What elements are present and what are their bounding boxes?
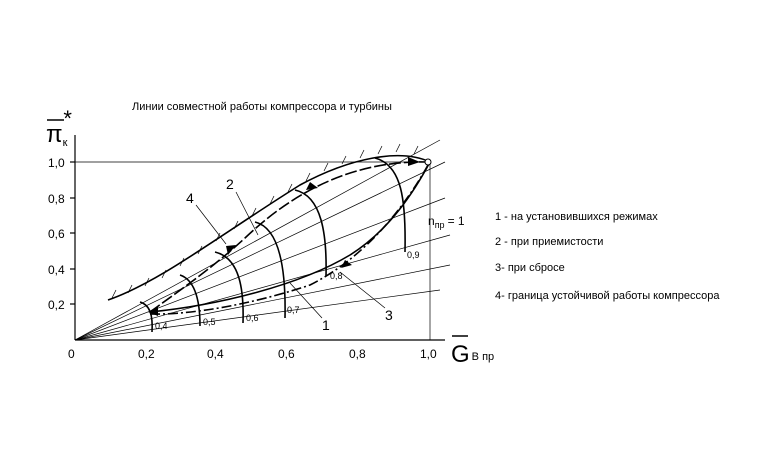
surge-line <box>107 154 431 301</box>
steady-line <box>149 161 431 313</box>
legend-item: 3- при сбросе <box>495 262 565 274</box>
legend-item: 1 - на установившихся режимах <box>495 211 658 223</box>
x-tick-label: 1,0 <box>420 347 437 361</box>
legend-item: 2 - при приемистости <box>495 236 603 248</box>
y-axis-title: πк* <box>46 106 72 149</box>
x-tick-label: 0,4 <box>207 347 224 361</box>
surge-hatching <box>111 143 419 299</box>
deceleration-line <box>149 164 429 315</box>
speed-label: 0,7 <box>287 305 300 315</box>
x-tick-label: 0,2 <box>138 347 155 361</box>
curve-label: 3 <box>385 307 393 323</box>
y-tick-label: 0,2 <box>48 298 65 312</box>
acceleration-line <box>149 161 429 313</box>
curve-label: 2 <box>226 176 234 192</box>
speed-label: 0,5 <box>203 317 216 327</box>
legend-item: 4- граница устойчивой работы компрессора <box>495 290 720 302</box>
operating-rays <box>74 139 451 341</box>
max-speed-label: nпр = 1 <box>428 214 465 230</box>
curve-label: 4 <box>186 190 194 206</box>
arrows <box>148 157 420 316</box>
speed-label: 0,8 <box>330 271 343 281</box>
y-tick-label: 0,6 <box>48 227 65 241</box>
leaders <box>195 191 386 319</box>
origin-label: 0 <box>68 347 75 361</box>
y-tick-label: 0,8 <box>48 192 65 206</box>
y-tick-label: 1,0 <box>48 156 65 170</box>
x-tick-label: 0,8 <box>349 347 366 361</box>
curve-label: 1 <box>322 317 330 333</box>
x-tick-label: 0,6 <box>278 347 295 361</box>
design-point <box>424 158 432 166</box>
title: Линии совместной работы компрессора и ту… <box>132 101 392 113</box>
y-ticks <box>70 161 75 305</box>
speed-label: 0,6 <box>246 313 259 323</box>
speed-lines <box>139 157 406 333</box>
y-tick-label: 0,4 <box>48 263 65 277</box>
speed-label: 0,9 <box>407 250 420 260</box>
speed-label: 0,4 <box>155 321 168 331</box>
